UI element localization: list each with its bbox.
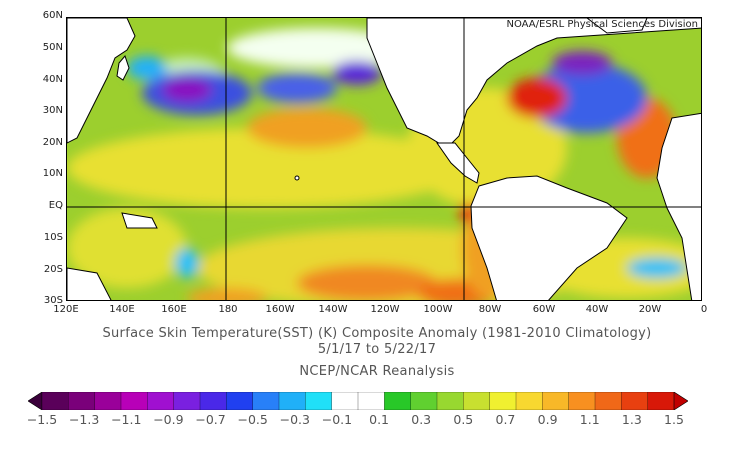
- lon-label: 80W: [478, 304, 502, 315]
- colorbar-swatch: [568, 392, 596, 410]
- lat-label: 50N: [42, 42, 63, 53]
- colorbar-swatch: [199, 392, 227, 410]
- colorbar-high-arrow: [673, 392, 688, 410]
- lon-label: 140E: [109, 304, 135, 315]
- colorbar-tick-label: −0.7: [195, 412, 226, 427]
- colorbar-swatch: [94, 392, 122, 410]
- colorbar-swatch: [120, 392, 148, 410]
- lon-label: 160W: [265, 304, 295, 315]
- colorbar-tick-label: −1.1: [111, 412, 142, 427]
- colorbar-swatch: [515, 392, 543, 410]
- colorbar-swatch: [410, 392, 438, 410]
- colorbar-swatch: [542, 392, 570, 410]
- colorbar-tick-label: −0.1: [321, 412, 353, 427]
- colorbar-tick-label: 0.9: [537, 412, 558, 427]
- colorbar-low-arrow: [28, 392, 43, 410]
- lat-label: 20N: [42, 137, 63, 148]
- lon-label: 20W: [638, 304, 662, 315]
- lon-label: 160E: [161, 304, 187, 315]
- credit-label: NOAA/ESRL Physical Sciences Division: [506, 19, 699, 30]
- colorbar-tick-label: 0.7: [495, 412, 516, 427]
- grid-lines: [67, 18, 701, 300]
- lon-label: 60W: [532, 304, 556, 315]
- colorbar-swatch: [489, 392, 517, 410]
- lat-label: 40N: [42, 74, 63, 85]
- colorbar-swatch: [621, 392, 649, 410]
- colorbar-tick-label: −0.9: [153, 412, 184, 427]
- colorbar-swatch: [357, 392, 385, 410]
- colorbar-tick-label: 0.3: [411, 412, 432, 427]
- colorbar-swatch: [384, 392, 412, 410]
- colorbar-swatch: [594, 392, 622, 410]
- colorbar-tick-label: 0.5: [453, 412, 474, 427]
- lon-label: 120E: [53, 304, 79, 315]
- lon-label: 100W: [423, 304, 453, 315]
- colorbar-swatch: [436, 392, 464, 410]
- colorbar-swatch: [647, 392, 675, 410]
- colorbar-swatch: [173, 392, 201, 410]
- lat-label: 60N: [42, 10, 63, 21]
- lon-label: 140W: [318, 304, 348, 315]
- colorbar-swatch: [278, 392, 306, 410]
- lon-label: 120W: [370, 304, 400, 315]
- colorbar-swatch: [147, 392, 175, 410]
- lon-label: 40W: [585, 304, 609, 315]
- lon-label: 180: [218, 304, 238, 315]
- colorbar-swatch: [463, 392, 491, 410]
- colorbar-tick-label: −0.5: [237, 412, 268, 427]
- lat-label: EQ: [48, 200, 63, 211]
- map-canvas: [67, 18, 701, 300]
- plot-title: Surface Skin Temperature(SST) (K) Compos…: [102, 326, 652, 341]
- colorbar-tick-label: −0.3: [279, 412, 310, 427]
- lat-label: 20S: [43, 264, 63, 275]
- sst-anomaly-map: [66, 17, 702, 301]
- colorbar-swatch: [331, 392, 359, 410]
- lat-label: 10N: [42, 168, 63, 179]
- lon-label: 0: [700, 304, 708, 315]
- colorbar-tick-label: −1.3: [68, 412, 100, 427]
- data-source: NCEP/NCAR Reanalysis: [299, 364, 455, 379]
- colorbar-tick-label: 1.1: [579, 412, 600, 427]
- colorbar-swatch: [68, 392, 96, 410]
- colorbar-swatch: [252, 392, 280, 410]
- colorbar: [28, 392, 688, 410]
- colorbar-tick-label: 1.5: [664, 412, 684, 427]
- lat-label: 10S: [43, 232, 63, 243]
- colorbar-swatch: [305, 392, 333, 410]
- colorbar-swatch: [226, 392, 254, 410]
- date-range: 5/1/17 to 5/22/17: [317, 342, 437, 357]
- colorbar-swatch: [41, 392, 69, 410]
- lat-label: 30S: [43, 295, 63, 306]
- colorbar-tick-label: 1.3: [621, 412, 642, 427]
- colorbar-tick-label: 0.1: [369, 412, 390, 427]
- colorbar-tick-label: −1.5: [26, 412, 58, 427]
- lat-label: 30N: [42, 105, 63, 116]
